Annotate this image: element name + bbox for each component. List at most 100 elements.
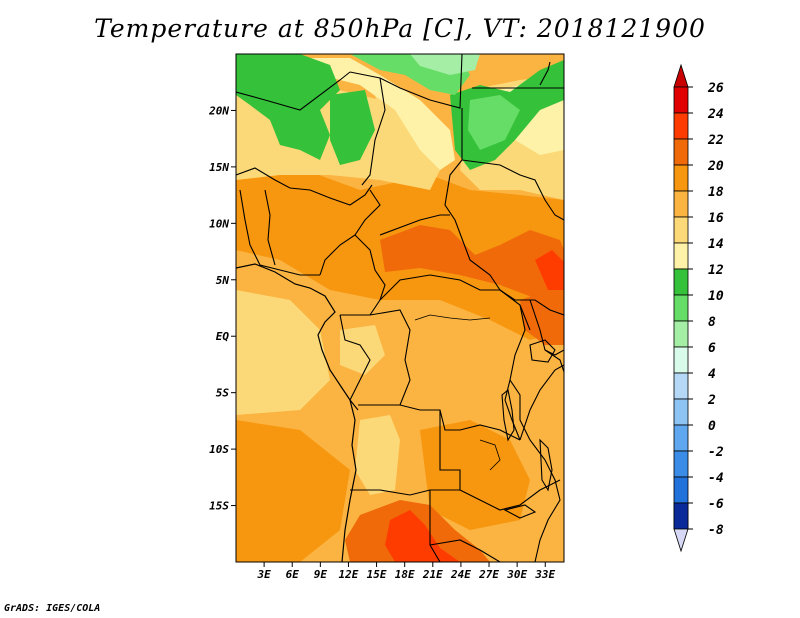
pale-green-top bbox=[410, 54, 480, 75]
border-drc-west bbox=[369, 309, 411, 406]
colorbar-swatch bbox=[673, 86, 689, 114]
colorbar-swatch bbox=[673, 320, 689, 348]
lon-tick-label: 3E bbox=[256, 568, 271, 581]
border-car bbox=[379, 274, 531, 331]
cool-interior bbox=[355, 415, 400, 495]
colorbar-label: 12 bbox=[708, 263, 724, 278]
border-mozambique bbox=[534, 459, 561, 562]
hot-core-north bbox=[380, 225, 564, 300]
colorbar-label: 4 bbox=[708, 367, 716, 382]
hottest-east bbox=[535, 250, 564, 290]
grads-credit: GrADS: IGES/COLA bbox=[4, 603, 101, 614]
lon-tick-label: 12E bbox=[339, 568, 359, 581]
lake-victoria bbox=[529, 339, 556, 363]
colorbar-swatch bbox=[673, 476, 689, 504]
colorbar-top-arrow bbox=[673, 63, 689, 88]
colorbar-label: 16 bbox=[708, 211, 724, 226]
colorbar-swatch bbox=[673, 450, 689, 478]
colorbar-swatch bbox=[673, 112, 689, 140]
lon-tick-label: 24E bbox=[450, 568, 471, 581]
colorbar-swatch-bottom bbox=[673, 502, 689, 530]
river-congo bbox=[414, 314, 491, 321]
lat-tick-label: EQ bbox=[216, 330, 230, 343]
lake-kariba bbox=[503, 504, 537, 519]
colorbar-label: 10 bbox=[708, 289, 724, 304]
cool-center-patch bbox=[340, 325, 385, 375]
colorbar-label: -8 bbox=[708, 523, 724, 538]
lat-tick-label: 15S bbox=[209, 500, 229, 513]
colorbar-swatch bbox=[673, 398, 689, 426]
colorbar-label: -4 bbox=[708, 471, 724, 486]
lat-tick-label: 5N bbox=[216, 274, 230, 287]
lon-tick-label: 33E bbox=[534, 568, 555, 581]
border-botswana bbox=[429, 539, 501, 562]
colorbar-swatch bbox=[673, 190, 689, 218]
lon-tick-label: 27E bbox=[478, 568, 499, 581]
border-east-3 bbox=[544, 349, 564, 373]
coastline-west bbox=[236, 263, 357, 562]
colorbar-label: 8 bbox=[708, 315, 716, 330]
green-north-center bbox=[330, 90, 375, 165]
colorbar-label: -6 bbox=[708, 497, 724, 512]
latitude-axis: 20N 15N 10N 5N EQ 5S 10S 15S bbox=[208, 104, 236, 513]
border-zambia bbox=[459, 479, 561, 511]
border-northeast bbox=[539, 61, 551, 86]
colorbar-label: 6 bbox=[708, 341, 716, 356]
border-west-3 bbox=[264, 189, 276, 266]
border-car-north bbox=[379, 214, 450, 236]
colorbar-bottom-arrow bbox=[673, 528, 689, 553]
lon-tick-label: 30E bbox=[506, 568, 527, 581]
lat-tick-label: 5S bbox=[216, 387, 230, 400]
colorbar-swatch bbox=[673, 164, 689, 192]
colorbar-label: 22 bbox=[707, 133, 724, 148]
lake-tanganyika bbox=[501, 388, 515, 442]
lat-tick-label: 15N bbox=[209, 161, 229, 174]
border-angola-namibia bbox=[350, 489, 460, 496]
map-title: Temperature at 850hPa [C], VT: 201812190… bbox=[94, 14, 706, 43]
colorbar-label: 0 bbox=[708, 419, 716, 434]
colorbar-label: 26 bbox=[707, 81, 724, 96]
colorbar-swatch bbox=[673, 372, 689, 400]
cool-north-small bbox=[375, 95, 420, 175]
colorbar-swatch bbox=[673, 424, 689, 452]
mild-north bbox=[290, 58, 455, 170]
colorbar-swatch bbox=[673, 346, 689, 374]
border-angola-zambia bbox=[439, 410, 461, 490]
warm-band-south bbox=[236, 420, 350, 562]
colorbar-swatch bbox=[673, 242, 689, 270]
border-north-2 bbox=[349, 54, 463, 109]
warm-band-southeast bbox=[420, 420, 530, 530]
colorbar-label: 18 bbox=[708, 185, 724, 200]
border-west-2 bbox=[239, 189, 320, 276]
temperature-field bbox=[236, 54, 564, 562]
border-west-1 bbox=[236, 167, 373, 206]
border-north-1 bbox=[236, 71, 351, 111]
lon-tick-label: 6E bbox=[286, 568, 300, 581]
colorbar-label: 2 bbox=[707, 393, 716, 408]
lon-tick-label: 15E bbox=[367, 568, 387, 581]
lon-tick-label: 21E bbox=[422, 568, 443, 581]
hottest-south bbox=[385, 510, 460, 562]
lat-tick-label: 20N bbox=[208, 104, 229, 117]
border-east-1 bbox=[499, 289, 564, 316]
colorbar-swatch bbox=[673, 268, 689, 296]
light-green-northeast bbox=[468, 95, 520, 150]
border-east-sudan bbox=[461, 159, 564, 221]
cool-west-coast bbox=[236, 290, 330, 415]
border-angola-drc bbox=[358, 404, 521, 441]
river-south bbox=[479, 439, 501, 471]
border-niger-chad bbox=[361, 77, 386, 186]
border-east-lakes bbox=[509, 379, 546, 461]
plot-frame bbox=[235, 53, 565, 563]
lake-malawi bbox=[539, 438, 553, 492]
colorbar-swatch bbox=[673, 138, 689, 166]
colorbar-label: 14 bbox=[708, 237, 724, 252]
colorbar-label: 24 bbox=[707, 107, 724, 122]
border-tanzania bbox=[519, 364, 564, 441]
country-borders bbox=[236, 54, 564, 562]
lon-tick-label: 9E bbox=[314, 568, 328, 581]
colorbar-swatch bbox=[673, 294, 689, 322]
border-chad-sudan bbox=[444, 108, 501, 291]
